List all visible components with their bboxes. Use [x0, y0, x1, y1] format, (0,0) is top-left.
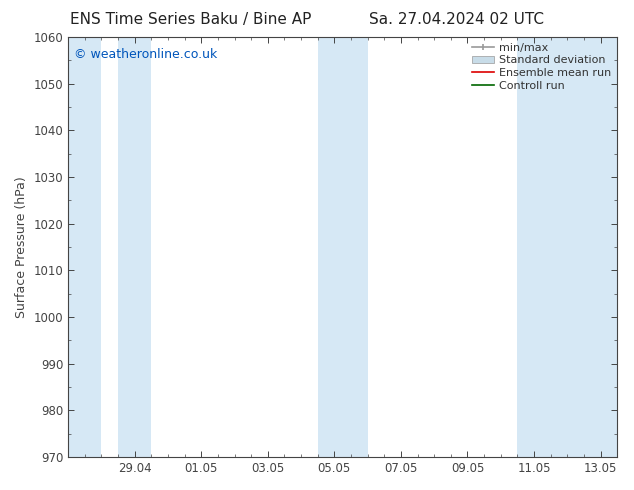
Bar — [118, 37, 152, 457]
Text: © weatheronline.co.uk: © weatheronline.co.uk — [74, 48, 217, 61]
Bar — [517, 37, 618, 457]
Bar — [318, 37, 368, 457]
Bar — [68, 37, 101, 457]
Legend: min/max, Standard deviation, Ensemble mean run, Controll run: min/max, Standard deviation, Ensemble me… — [469, 39, 615, 95]
Text: Sa. 27.04.2024 02 UTC: Sa. 27.04.2024 02 UTC — [369, 12, 544, 27]
Text: ENS Time Series Baku / Bine AP: ENS Time Series Baku / Bine AP — [70, 12, 311, 27]
Y-axis label: Surface Pressure (hPa): Surface Pressure (hPa) — [15, 176, 28, 318]
